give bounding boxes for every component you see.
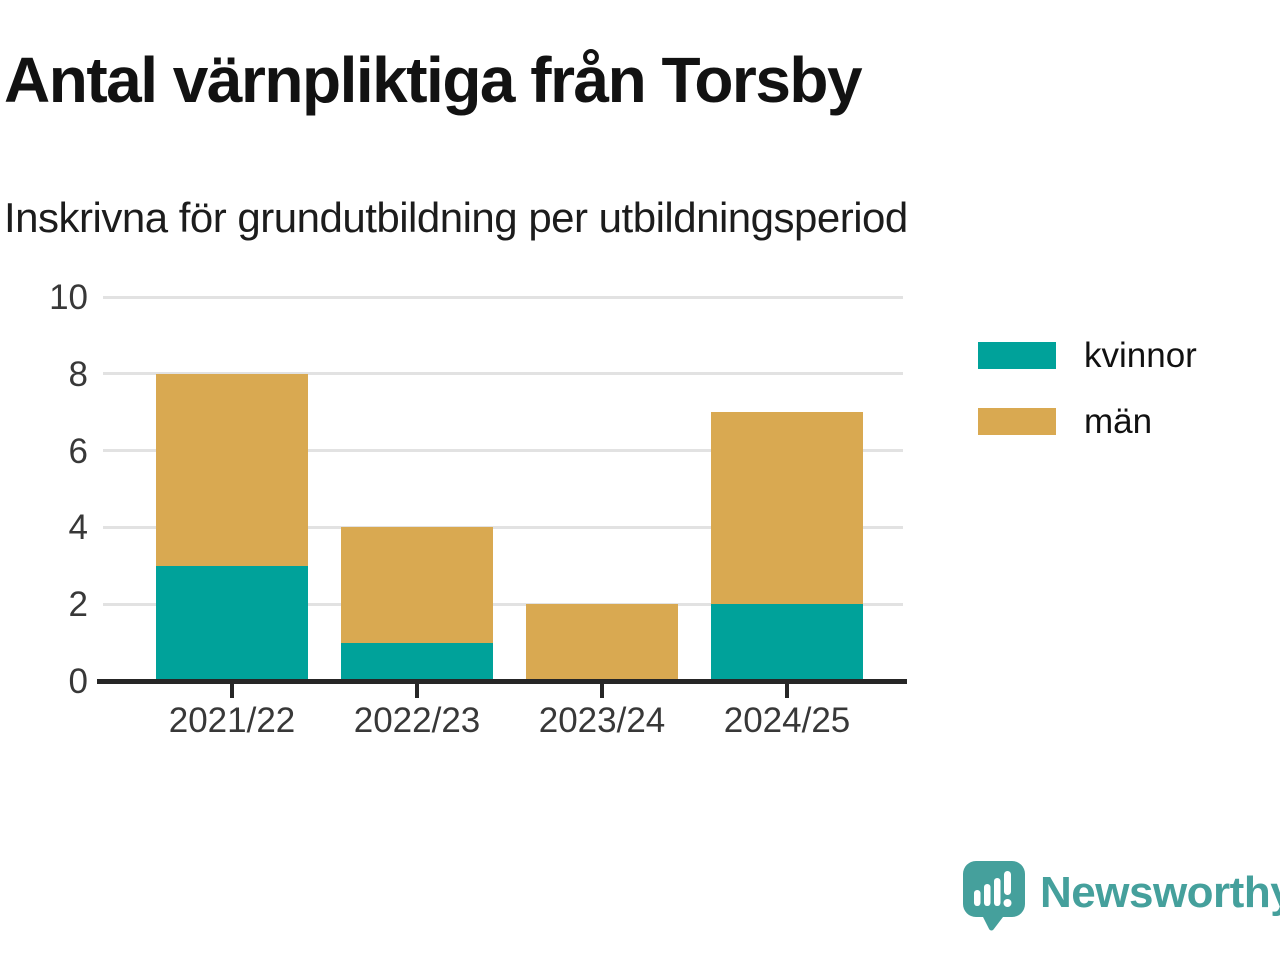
gridline-y-8 xyxy=(103,372,903,376)
y-axis-tick-label: 4 xyxy=(68,508,88,548)
x-axis-tick xyxy=(785,684,789,698)
legend-item-män: män xyxy=(978,404,1197,439)
brand-name: Newsworthy xyxy=(1040,868,1280,917)
y-axis-tick-label: 0 xyxy=(68,662,88,701)
x-axis-tick-label: 2024/25 xyxy=(723,701,851,740)
legend-swatch-män xyxy=(978,408,1056,435)
chart-subtitle: Inskrivna för grundutbildning per utbild… xyxy=(4,194,908,241)
y-axis-tick-label: 8 xyxy=(68,354,88,394)
y-axis-tick-label: 2 xyxy=(68,585,88,625)
bar-segment-kvinnor-2024/25 xyxy=(711,604,863,681)
x-axis-tick xyxy=(600,684,604,698)
y-axis-tick-label: 10 xyxy=(49,278,88,317)
x-axis-line xyxy=(97,679,907,684)
bar-segment-män-2021/22 xyxy=(156,373,308,566)
branding: Newsworthy xyxy=(962,860,1280,932)
x-axis-tick-label: 2022/23 xyxy=(353,701,481,740)
legend-label: kvinnor xyxy=(1084,336,1197,375)
gridline-y-6 xyxy=(103,449,903,453)
x-axis-tick-label: 2023/24 xyxy=(538,701,666,740)
bar-segment-män-2023/24 xyxy=(526,604,678,681)
bar-segment-kvinnor-2021/22 xyxy=(156,565,308,681)
legend-swatch-kvinnor xyxy=(978,342,1056,369)
logo-bars xyxy=(974,871,1012,907)
newsworthy-logo-icon xyxy=(963,861,1025,931)
bar-segment-män-2024/25 xyxy=(711,412,863,605)
chart-title: Antal värnpliktiga från Torsby xyxy=(4,44,863,116)
bar-segment-kvinnor-2022/23 xyxy=(341,642,493,681)
gridline-y-4 xyxy=(103,525,903,529)
y-axis-tick-label: 6 xyxy=(68,431,88,471)
x-axis-tick xyxy=(415,684,419,698)
chart-legend: kvinnor män xyxy=(978,338,1197,470)
x-axis-tick xyxy=(230,684,234,698)
gridline-y-10 xyxy=(103,295,903,299)
x-axis-tick-label: 2021/22 xyxy=(168,701,296,740)
gridline-y-2 xyxy=(103,602,903,606)
legend-item-kvinnor: kvinnor xyxy=(978,338,1197,373)
bar-segment-män-2022/23 xyxy=(341,527,493,643)
legend-label: män xyxy=(1084,402,1153,441)
